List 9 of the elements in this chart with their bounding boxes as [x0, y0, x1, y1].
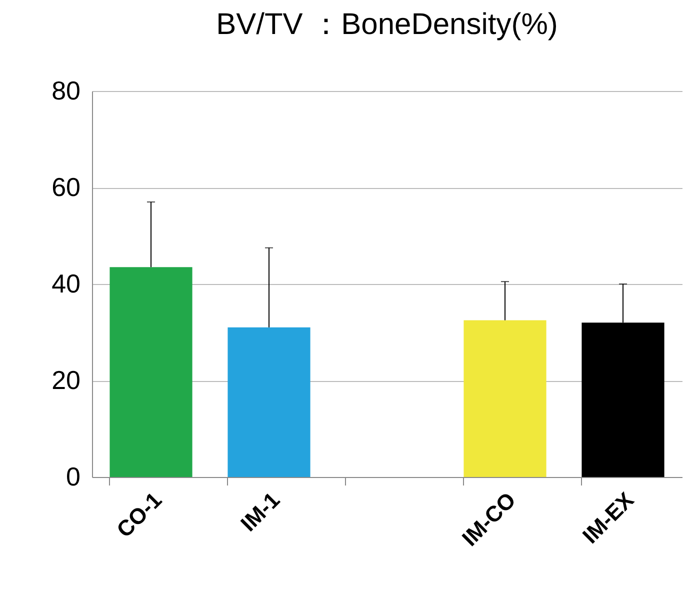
y-tick-label: 60: [52, 172, 80, 202]
chart-title: BV/TV ：BoneDensity(%): [216, 8, 558, 41]
y-tick-label: 0: [66, 462, 80, 492]
bar: [464, 320, 546, 477]
y-tick-label: 40: [52, 268, 80, 298]
bar: [110, 267, 192, 477]
bar: [228, 327, 310, 477]
y-tick-label: 20: [52, 365, 80, 395]
y-tick-label: 80: [52, 76, 80, 106]
